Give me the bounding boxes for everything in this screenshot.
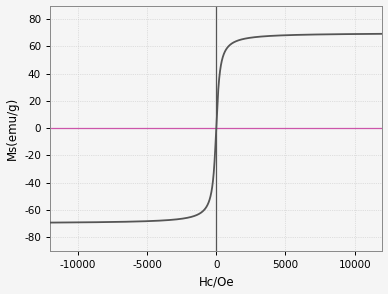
X-axis label: Hc/Oe: Hc/Oe — [198, 275, 234, 288]
Y-axis label: Ms(emu/g): Ms(emu/g) — [5, 97, 19, 160]
